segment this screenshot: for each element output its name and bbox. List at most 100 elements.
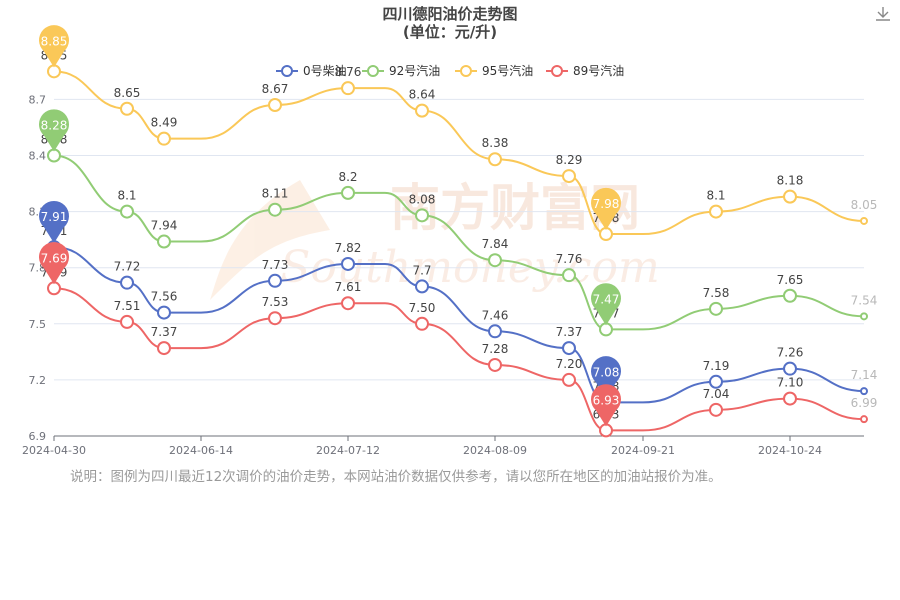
max-marker-label: 7.69 (41, 251, 68, 265)
data-label: 7.50 (409, 301, 436, 315)
max-marker-label: 7.91 (41, 210, 68, 224)
data-point (268, 98, 282, 113)
data-label: 7.26 (777, 346, 804, 360)
data-point (562, 169, 576, 184)
min-marker-label: 7.98 (593, 197, 620, 211)
data-point (120, 204, 134, 219)
data-point (415, 316, 429, 331)
data-label: 7.51 (114, 299, 141, 313)
y-tick-label: 8.4 (29, 150, 47, 163)
series-line-0 (53, 246, 865, 404)
data-point (860, 312, 868, 321)
data-point (120, 275, 134, 290)
data-point (341, 256, 355, 271)
data-point (783, 391, 797, 406)
y-tick-label: 6.9 (29, 430, 47, 443)
data-point (562, 268, 576, 283)
data-label: 7.84 (482, 237, 509, 251)
data-label: 7.37 (556, 325, 583, 339)
data-point (488, 324, 502, 339)
max-marker: 8.28 (39, 109, 69, 152)
max-marker-label: 8.85 (41, 34, 68, 48)
data-point (562, 372, 576, 387)
data-point (709, 204, 723, 219)
data-label: 7.37 (151, 325, 178, 339)
data-point (860, 415, 868, 424)
data-label: 8.05 (851, 198, 878, 212)
data-label: 7.61 (335, 280, 362, 294)
data-point (488, 253, 502, 268)
data-point (157, 131, 171, 146)
data-label: 7.72 (114, 260, 141, 274)
data-label: 8.18 (777, 174, 804, 188)
data-point (783, 288, 797, 303)
data-label: 6.99 (851, 396, 878, 410)
series-line-3 (53, 287, 865, 432)
legend-label: 95号汽油 (482, 63, 533, 78)
data-point (709, 374, 723, 389)
legend-item[interactable]: 95号汽油 (455, 63, 533, 78)
data-point (783, 189, 797, 204)
min-marker: 7.47 (591, 283, 621, 326)
max-marker: 7.91 (39, 200, 69, 244)
data-label: 8.2 (338, 170, 357, 184)
data-point (341, 81, 355, 96)
data-point (157, 234, 171, 249)
legend-item[interactable]: 92号汽油 (362, 63, 440, 78)
data-label: 7.19 (703, 359, 730, 373)
y-tick-label: 8.7 (29, 93, 47, 106)
chart-title: 四川德阳油价走势图 (382, 5, 518, 23)
data-point (341, 296, 355, 311)
min-marker: 7.08 (591, 356, 621, 399)
data-label: 7.54 (851, 293, 878, 307)
data-point (860, 216, 868, 225)
max-marker-label: 8.28 (41, 119, 68, 133)
x-tick-label: 2024-08-09 (463, 444, 527, 457)
legend[interactable]: 0号柴油 92号汽油 95号汽油 89号汽油 (276, 63, 624, 78)
legend-label: 92号汽油 (389, 63, 440, 78)
data-label: 8.65 (114, 86, 141, 100)
data-point (860, 387, 868, 396)
disclaimer-note: 说明：图例为四川最近12次调价的油价走势，本网站油价数据仅供参考，请以您所在地区… (70, 469, 722, 485)
data-point (120, 314, 134, 329)
data-label: 7.14 (851, 368, 878, 382)
data-label: 7.7 (412, 263, 431, 277)
series-2: 8.858.658.498.678.768.648.388.297.988.18… (39, 25, 878, 242)
data-label: 8.08 (409, 192, 436, 206)
data-label: 7.04 (703, 387, 730, 401)
legend-item[interactable]: 89号汽油 (546, 63, 624, 78)
x-tick-label: 2024-10-24 (758, 444, 822, 457)
x-tick-label: 2024-09-21 (611, 444, 675, 457)
data-point (562, 341, 576, 356)
data-point (268, 273, 282, 288)
legend-label: 89号汽油 (573, 63, 624, 78)
data-point (341, 185, 355, 200)
legend-item[interactable]: 0号柴油 (276, 64, 347, 78)
data-point (709, 301, 723, 316)
data-point (157, 341, 171, 356)
data-point (157, 305, 171, 320)
data-label: 7.82 (335, 241, 362, 255)
min-marker-label: 7.08 (593, 365, 620, 379)
chart-subtitle: (单位：元/升) (402, 23, 498, 41)
data-point (120, 101, 134, 116)
min-marker: 7.98 (591, 187, 621, 231)
data-point (415, 279, 429, 294)
data-point (709, 402, 723, 417)
x-tick-label: 2024-04-30 (22, 444, 86, 457)
y-tick-label: 7.5 (29, 318, 47, 331)
data-label: 8.67 (262, 82, 289, 96)
download-icon[interactable] (874, 6, 892, 24)
data-label: 8.49 (151, 116, 178, 130)
max-marker: 7.69 (39, 242, 69, 285)
data-label: 8.1 (706, 189, 725, 203)
min-marker-label: 6.93 (593, 393, 620, 407)
data-point (268, 202, 282, 217)
data-label: 7.46 (482, 308, 509, 322)
watermark-swoosh (210, 180, 330, 300)
data-label: 7.76 (556, 252, 583, 266)
series-1: 8.28 8.1 7.94 8.11 8.2 8.08 7.84 7.76 7.47 7.58 7.… (39, 109, 878, 337)
data-label: 8.29 (556, 153, 583, 167)
series-3: 7.69 7.51 7.37 7.53 7.61 7.50 7.28 7.20 6.93 7.04… (39, 242, 878, 438)
data-label: 8.64 (409, 88, 436, 102)
